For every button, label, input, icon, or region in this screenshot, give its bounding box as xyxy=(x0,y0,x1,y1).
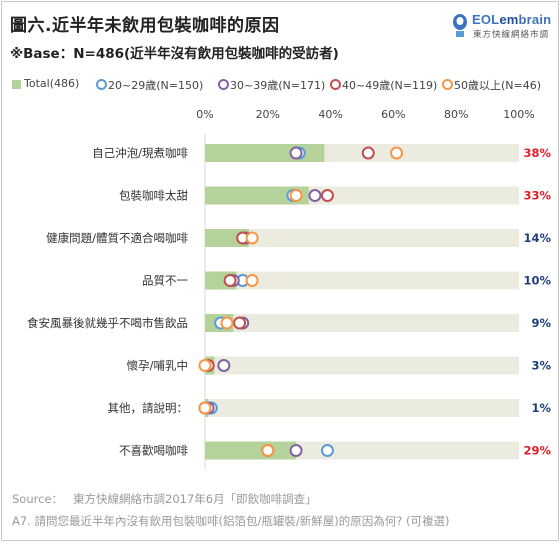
legend-swatch xyxy=(442,79,453,90)
source-note: Source： 東方快線網絡市調2017年6月「即飲咖啡調查」 xyxy=(12,491,327,507)
legend-swatch xyxy=(12,80,21,89)
legend-label: Total(486) xyxy=(24,77,80,90)
marker-40s xyxy=(320,189,334,202)
marker-30s xyxy=(308,189,322,202)
marker-40s xyxy=(233,316,247,330)
x-tick-label: 40% xyxy=(318,108,342,121)
company-logo: EOLembrain 東方快線網絡市調 xyxy=(450,12,554,42)
x-tick-label: 0% xyxy=(196,108,213,121)
logo-subtext: 東方快線網絡市調 xyxy=(473,30,550,40)
bar-total xyxy=(205,186,309,205)
bar-total xyxy=(205,441,297,460)
bar-track xyxy=(205,314,519,332)
marker-50s xyxy=(261,444,275,457)
x-tick-label: 60% xyxy=(381,108,405,121)
chart-title: 圖六.近半年未飲用包裝咖啡的原因 xyxy=(10,16,280,36)
marker-50s xyxy=(289,189,303,202)
source-label: Source： xyxy=(12,492,63,506)
category-label: 其他，請說明： xyxy=(108,401,189,415)
logo-mark-icon xyxy=(453,14,467,37)
marker-50s xyxy=(390,146,404,160)
legend-label: 20~29歲(N=150) xyxy=(108,79,204,92)
bar-track xyxy=(205,229,519,247)
value-label: 9% xyxy=(531,316,551,330)
marker-50s xyxy=(245,231,259,245)
legend-label: 40~49歲(N=119) xyxy=(342,79,438,92)
source-text: 東方快線網絡市調2017年6月「即飲咖啡調查」 xyxy=(73,492,317,506)
legend-swatch xyxy=(330,79,341,90)
logo-text: EOLembrain xyxy=(472,12,552,27)
value-label: 1% xyxy=(531,401,551,415)
marker-20s xyxy=(320,444,334,457)
plot-area: 0% 20% 40% 60% 80% 100% 自己沖泡/現煮咖啡 38% 包裝咖啡太甜 33% 健… xyxy=(27,108,551,470)
question-note: A7. 請問您最近半年內沒有飲用包裝咖啡(鋁箔包/瓶罐裝/新鮮屋)的原因為何? … xyxy=(12,514,450,528)
category-label: 健康問題/體質不適合喝咖啡 xyxy=(46,231,188,245)
marker-40s xyxy=(361,146,375,160)
chart-subtitle: ※Base：N=486(近半年沒有飲用包裝咖啡的受訪者) xyxy=(10,46,339,62)
bar-track xyxy=(205,356,519,375)
value-label: 29% xyxy=(523,444,551,458)
category-label: 品質不一 xyxy=(142,274,188,288)
x-tick-label: 80% xyxy=(444,108,468,121)
marker-30s xyxy=(289,146,303,160)
marker-50s xyxy=(220,316,234,330)
value-label: 38% xyxy=(523,146,551,160)
value-label: 3% xyxy=(531,359,551,373)
marker-40s xyxy=(223,274,237,287)
value-label: 10% xyxy=(523,274,551,288)
bar-total xyxy=(205,144,325,162)
value-label: 14% xyxy=(523,231,551,245)
bar-track xyxy=(205,271,519,290)
x-tick-label: 20% xyxy=(256,108,280,121)
legend-label: 50歲以上(N=46) xyxy=(454,79,542,92)
category-label: 食安風暴後就幾乎不喝市售飲品 xyxy=(27,316,188,330)
marker-50s xyxy=(245,274,259,287)
bar-total xyxy=(205,229,249,247)
legend-label: 30~39歲(N=171) xyxy=(230,79,326,92)
value-label: 33% xyxy=(523,189,551,203)
bar-track xyxy=(205,399,519,417)
legend-swatch xyxy=(96,79,107,90)
marker-50s xyxy=(198,401,212,415)
x-tick-label: 100% xyxy=(503,108,534,121)
category-label: 不喜歡喝咖啡 xyxy=(119,444,188,458)
legend-swatch xyxy=(218,79,229,90)
marker-50s xyxy=(198,359,212,372)
category-label: 包裝咖啡太甜 xyxy=(119,189,188,203)
category-label: 自己沖泡/現煮咖啡 xyxy=(92,146,188,160)
marker-30s xyxy=(217,359,231,372)
marker-30s xyxy=(289,444,303,457)
category-label: 懷孕/哺乳中 xyxy=(127,359,188,373)
